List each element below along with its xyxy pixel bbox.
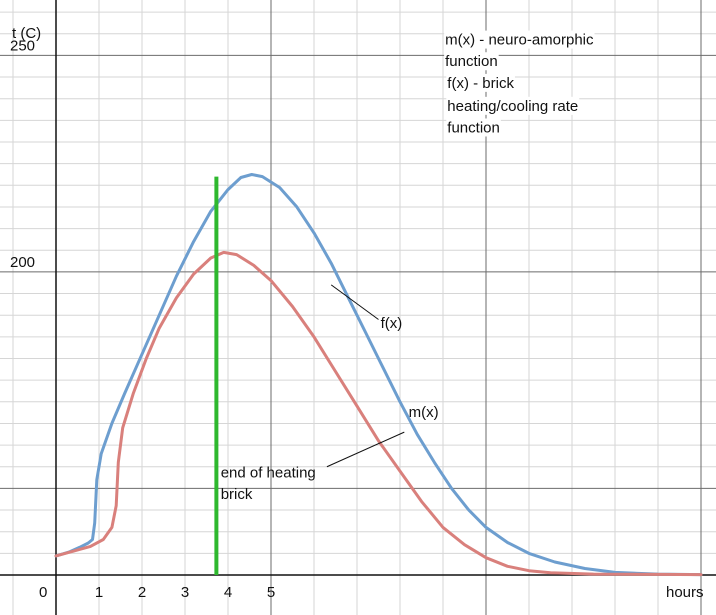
origin-label: 0 xyxy=(39,584,47,601)
legend-text: function xyxy=(447,119,500,136)
y-tick-label: 250 xyxy=(10,37,35,54)
annotation-label: m(x) xyxy=(409,404,439,421)
y-tick-label: 200 xyxy=(10,254,35,271)
legend-text: m(x) - neuro-amorphic xyxy=(445,32,594,49)
x-tick-label: 3 xyxy=(181,584,189,601)
y-axis-label: t (C) xyxy=(12,25,41,42)
series-line-fx xyxy=(54,173,703,577)
annotation-label: brick xyxy=(221,486,253,503)
annotation-leader xyxy=(330,284,379,320)
series-line-mx xyxy=(54,250,703,577)
legend-text-bg xyxy=(444,30,595,49)
legend-text: f(x) - brick xyxy=(447,75,514,92)
legend-text-bg xyxy=(446,96,580,115)
annotation-layer: f(x) m(x) end of heating brick m(x) - neuro-… xyxy=(221,30,595,503)
legend-text-bg xyxy=(444,52,499,71)
legend-text-bg xyxy=(446,118,501,137)
label-layer: t (C) hours 0 1 2 3 4 5 200 250 xyxy=(10,25,704,601)
legend-text: function xyxy=(445,53,498,70)
x-tick-label: 4 xyxy=(224,584,232,601)
x-tick-label: 5 xyxy=(267,584,275,601)
annotation-label: end of heating xyxy=(221,465,316,482)
legend-text: heating/cooling rate xyxy=(447,98,578,115)
series-layer xyxy=(54,173,703,577)
x-axis-label: hours xyxy=(666,584,704,601)
annotation-label: f(x) xyxy=(381,315,403,332)
annotation-leader xyxy=(326,431,405,468)
x-tick-label: 1 xyxy=(95,584,103,601)
x-tick-label: 2 xyxy=(138,584,146,601)
legend-text-bg xyxy=(446,73,515,92)
